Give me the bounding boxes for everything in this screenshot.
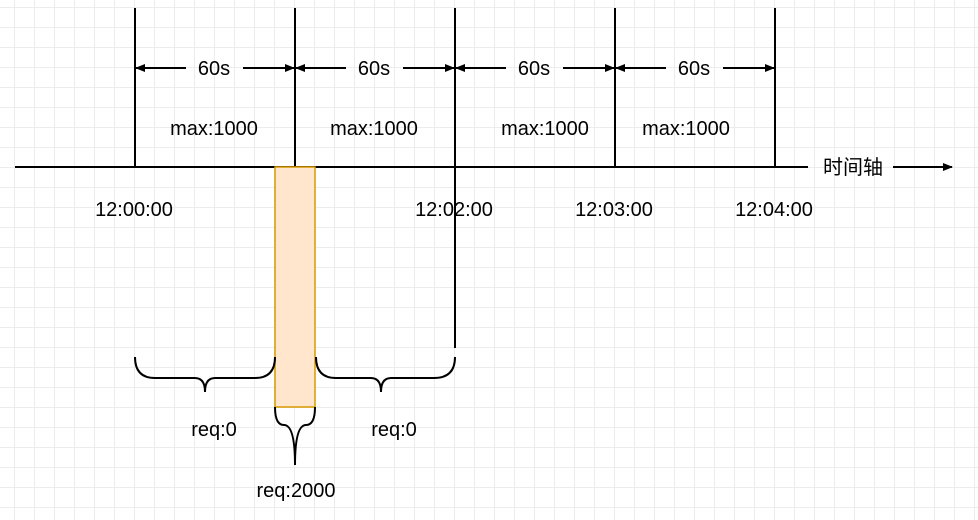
burst-brace <box>274 406 316 466</box>
interval-4-limit: max:1000 <box>642 118 730 140</box>
req-right-label: req:0 <box>371 419 417 441</box>
req-burst-label: req:2000 <box>257 480 336 502</box>
time-label-4: 12:04:00 <box>735 199 813 221</box>
interval-1-limit: max:1000 <box>170 118 258 140</box>
interval-1-duration: 60s <box>198 58 230 80</box>
time-label-1: 12:00:00 <box>95 199 173 221</box>
interval-2: 60s max:1000 <box>295 58 455 140</box>
interval-3: 60s max:1000 <box>455 58 615 140</box>
left-brace <box>134 356 276 393</box>
interval-4: 60s max:1000 <box>615 58 775 140</box>
interval-2-limit: max:1000 <box>330 118 418 140</box>
time-label-3: 12:03:00 <box>575 199 653 221</box>
burst-block <box>274 166 316 408</box>
axis-label: 时间轴 <box>823 156 883 179</box>
time-label-2: 12:02:00 <box>415 199 493 221</box>
right-brace <box>315 356 456 393</box>
interval-4-duration: 60s <box>678 58 710 80</box>
req-left-label: req:0 <box>191 419 237 441</box>
interval-3-duration: 60s <box>518 58 550 80</box>
interval-1: 60s max:1000 <box>135 58 295 140</box>
interval-3-limit: max:1000 <box>501 118 589 140</box>
interval-2-duration: 60s <box>358 58 390 80</box>
